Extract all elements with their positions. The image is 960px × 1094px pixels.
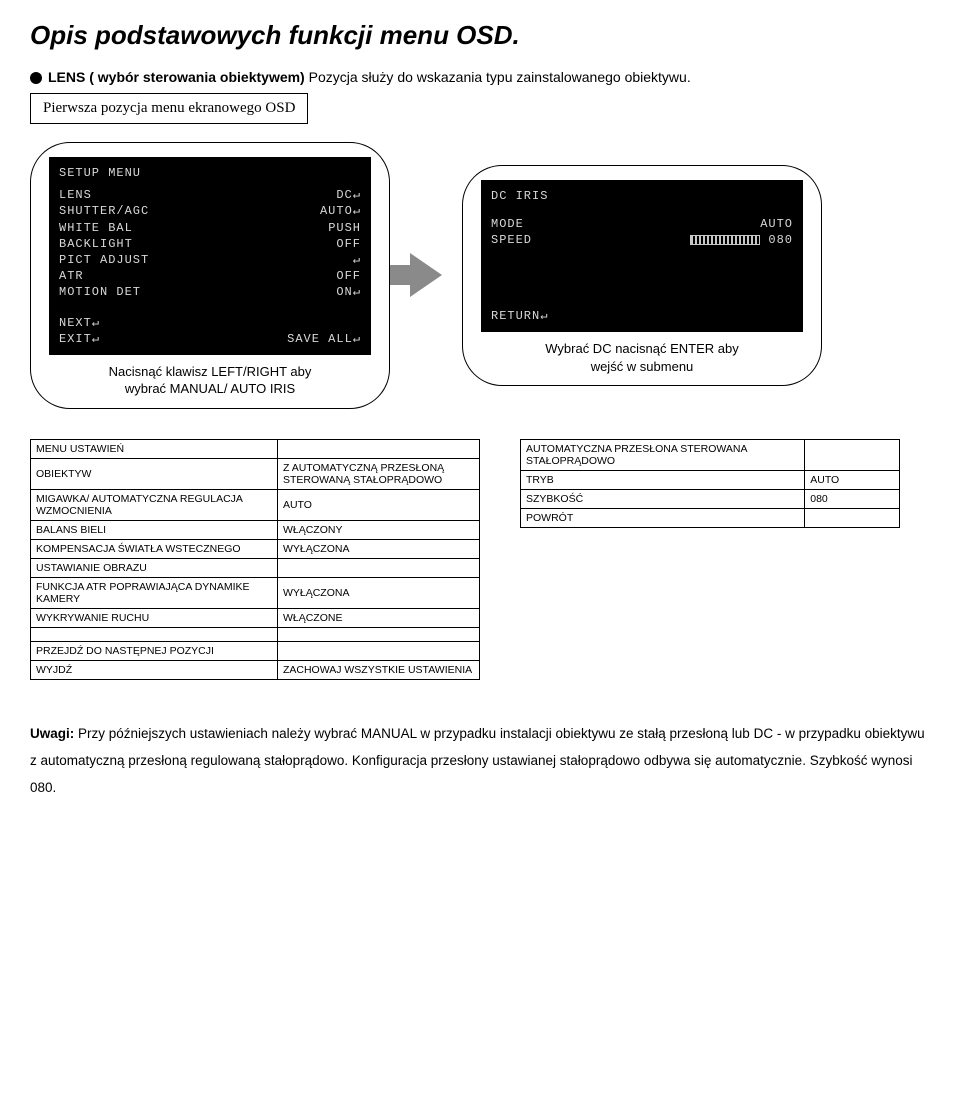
caption-left: Nacisnąć klawisz LEFT/RIGHT aby wybrać M…	[49, 363, 371, 398]
table-cell	[805, 508, 900, 527]
osd-row: LENSDC↵	[59, 187, 361, 203]
osd-row: SHUTTER/AGCAUTO↵	[59, 203, 361, 219]
table-cell	[805, 439, 900, 470]
bullet-text: LENS ( wybór sterowania obiektywem) Pozy…	[48, 69, 691, 85]
table-cell: WYŁĄCZONA	[277, 577, 479, 608]
osd-row: BACKLIGHTOFF	[59, 236, 361, 252]
bullet-strong: LENS ( wybór sterowania obiektywem)	[48, 69, 305, 85]
osd-row: MOTION DETON↵	[59, 284, 361, 300]
table-row: MIGAWKA/ AUTOMATYCZNA REGULACJA WZMOCNIE…	[31, 489, 480, 520]
osd-row: RETURN↵	[491, 308, 793, 324]
table-row: WYKRYWANIE RUCHUWŁĄCZONE	[31, 608, 480, 627]
table-cell: 080	[805, 489, 900, 508]
osd-row: MODEAUTO	[491, 216, 793, 232]
table-cell: WYJDŹ	[31, 660, 278, 679]
panel-dc-iris: DC IRIS MODEAUTOSPEED 080 RETURN↵ Wybrać…	[462, 165, 822, 387]
table-row: WYJDŹZACHOWAJ WSZYSTKIE USTAWIENIA	[31, 660, 480, 679]
table-cell: AUTOMATYCZNA PRZESŁONA STEROWANA STAŁOPR…	[521, 439, 805, 470]
table-cell: WYŁĄCZONA	[277, 539, 479, 558]
osd-screen-left: SETUP MENU LENSDC↵SHUTTER/AGCAUTO↵WHITE …	[49, 157, 371, 355]
table-row: TRYBAUTO	[521, 470, 900, 489]
table-cell	[31, 627, 278, 641]
panels-row: SETUP MENU LENSDC↵SHUTTER/AGCAUTO↵WHITE …	[30, 142, 930, 409]
osd-row: NEXT↵	[59, 315, 361, 331]
osd-row: WHITE BALPUSH	[59, 220, 361, 236]
table-row: KOMPENSACJA ŚWIATŁA WSTECZNEGOWYŁĄCZONA	[31, 539, 480, 558]
panel-setup-menu: SETUP MENU LENSDC↵SHUTTER/AGCAUTO↵WHITE …	[30, 142, 390, 409]
bullet-icon	[30, 72, 42, 84]
table-cell: TRYB	[521, 470, 805, 489]
table-cell: AUTO	[805, 470, 900, 489]
subtitle-box: Pierwsza pozycja menu ekranowego OSD	[30, 93, 308, 124]
caption-right-l1: Wybrać DC nacisnąć ENTER aby	[545, 341, 739, 356]
notes-paragraph: Uwagi: Przy późniejszych ustawieniach na…	[30, 720, 930, 801]
osd-row: ATROFF	[59, 268, 361, 284]
table-cell: SZYBKOŚĆ	[521, 489, 805, 508]
table-cell: WŁĄCZONY	[277, 520, 479, 539]
caption-right: Wybrać DC nacisnąć ENTER aby wejść w sub…	[481, 340, 803, 375]
table-cell: MENU USTAWIEŃ	[31, 439, 278, 458]
osd-footer-right: RETURN↵	[491, 308, 793, 324]
osd-title-right: DC IRIS	[491, 188, 793, 204]
table-right: AUTOMATYCZNA PRZESŁONA STEROWANA STAŁOPR…	[520, 439, 900, 528]
table-cell: MIGAWKA/ AUTOMATYCZNA REGULACJA WZMOCNIE…	[31, 489, 278, 520]
caption-left-l1: Nacisnąć klawisz LEFT/RIGHT aby	[109, 364, 312, 379]
table-row	[31, 627, 480, 641]
osd-row: SPEED 080	[491, 232, 793, 248]
table-cell: WŁĄCZONE	[277, 608, 479, 627]
arrow-icon	[410, 253, 442, 297]
table-cell	[277, 439, 479, 458]
table-cell: AUTO	[277, 489, 479, 520]
osd-footer-left: NEXT↵EXIT↵SAVE ALL↵	[59, 315, 361, 347]
table-cell: OBIEKTYW	[31, 458, 278, 489]
table-cell: WYKRYWANIE RUCHU	[31, 608, 278, 627]
caption-right-l2: wejść w submenu	[591, 359, 694, 374]
table-row: BALANS BIELIWŁĄCZONY	[31, 520, 480, 539]
table-cell: USTAWIANIE OBRAZU	[31, 558, 278, 577]
table-row: POWRÓT	[521, 508, 900, 527]
tables-row: MENU USTAWIEŃOBIEKTYWZ AUTOMATYCZNĄ PRZE…	[30, 439, 930, 680]
table-row: OBIEKTYWZ AUTOMATYCZNĄ PRZESŁONĄ STEROWA…	[31, 458, 480, 489]
osd-screen-right: DC IRIS MODEAUTOSPEED 080 RETURN↵	[481, 180, 803, 333]
table-cell	[277, 627, 479, 641]
caption-left-l2: wybrać MANUAL/ AUTO IRIS	[125, 381, 295, 396]
table-row: PRZEJDŹ DO NASTĘPNEJ POZYCJI	[31, 641, 480, 660]
notes-body: Przy późniejszych ustawieniach należy wy…	[30, 726, 925, 795]
table-row: MENU USTAWIEŃ	[31, 439, 480, 458]
table-cell: ZACHOWAJ WSZYSTKIE USTAWIENIA	[277, 660, 479, 679]
osd-title-left: SETUP MENU	[59, 165, 361, 181]
bullet-line: LENS ( wybór sterowania obiektywem) Pozy…	[30, 69, 930, 85]
table-cell	[277, 558, 479, 577]
table-row: AUTOMATYCZNA PRZESŁONA STEROWANA STAŁOPR…	[521, 439, 900, 470]
osd-row: EXIT↵SAVE ALL↵	[59, 331, 361, 347]
table-cell: KOMPENSACJA ŚWIATŁA WSTECZNEGO	[31, 539, 278, 558]
slider-icon	[690, 235, 760, 245]
table-row: USTAWIANIE OBRAZU	[31, 558, 480, 577]
osd-row: PICT ADJUST↵	[59, 252, 361, 268]
page-title: Opis podstawowych funkcji menu OSD.	[30, 20, 930, 51]
table-cell	[277, 641, 479, 660]
notes-strong: Uwagi:	[30, 726, 74, 741]
table-cell: Z AUTOMATYCZNĄ PRZESŁONĄ STEROWANĄ STAŁO…	[277, 458, 479, 489]
osd-rows-left: LENSDC↵SHUTTER/AGCAUTO↵WHITE BALPUSHBACK…	[59, 187, 361, 300]
table-cell: POWRÓT	[521, 508, 805, 527]
table-left: MENU USTAWIEŃOBIEKTYWZ AUTOMATYCZNĄ PRZE…	[30, 439, 480, 680]
osd-rows-right: MODEAUTOSPEED 080	[491, 216, 793, 248]
table-row: SZYBKOŚĆ080	[521, 489, 900, 508]
table-cell: FUNKCJA ATR POPRAWIAJĄCA DYNAMIKE KAMERY	[31, 577, 278, 608]
table-cell: PRZEJDŹ DO NASTĘPNEJ POZYCJI	[31, 641, 278, 660]
table-cell: BALANS BIELI	[31, 520, 278, 539]
table-row: FUNKCJA ATR POPRAWIAJĄCA DYNAMIKE KAMERY…	[31, 577, 480, 608]
bullet-rest: Pozycja służy do wskazania typu zainstal…	[305, 69, 691, 85]
